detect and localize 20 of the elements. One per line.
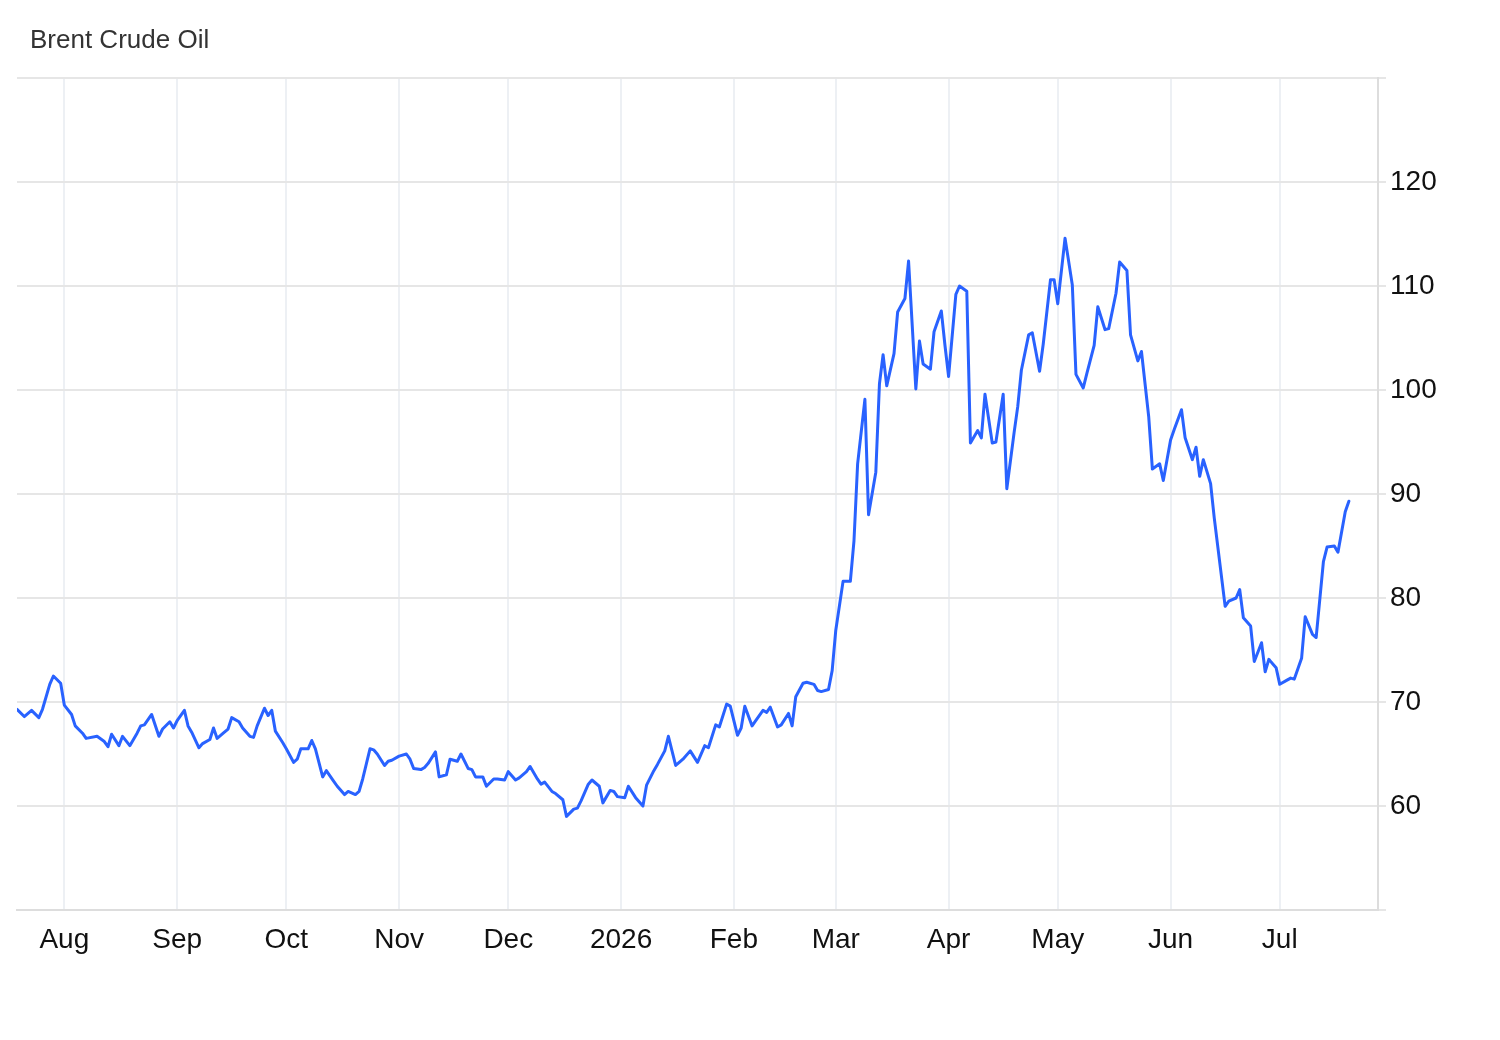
y-tick-label: 110 [1390,268,1435,300]
y-tick-label: 90 [1390,476,1422,508]
x-tick-label: Dec [483,922,534,954]
x-tick-label: May [1031,922,1085,954]
y-tick-label: 100 [1390,372,1437,404]
x-tick-label: Oct [264,922,309,954]
y-tick-label: 80 [1390,580,1422,612]
x-tick-label: Jul [1261,922,1298,954]
x-tick-label: Nov [374,922,424,954]
chart-title: Brent Crude Oil [30,24,210,55]
y-tick-label: 60 [1390,788,1422,820]
x-tick-label: Jun [1148,922,1194,954]
x-tick-label: Feb [709,922,759,954]
y-tick-label: 120 [1390,164,1437,196]
x-tick-label: Apr [926,922,971,954]
x-tick-label: Mar [811,922,860,954]
y-tick-label: 70 [1390,684,1422,716]
x-tick-label: Sep [152,922,203,954]
x-tick-label: Aug [39,922,90,954]
x-tick-label: 2026 [589,922,653,954]
